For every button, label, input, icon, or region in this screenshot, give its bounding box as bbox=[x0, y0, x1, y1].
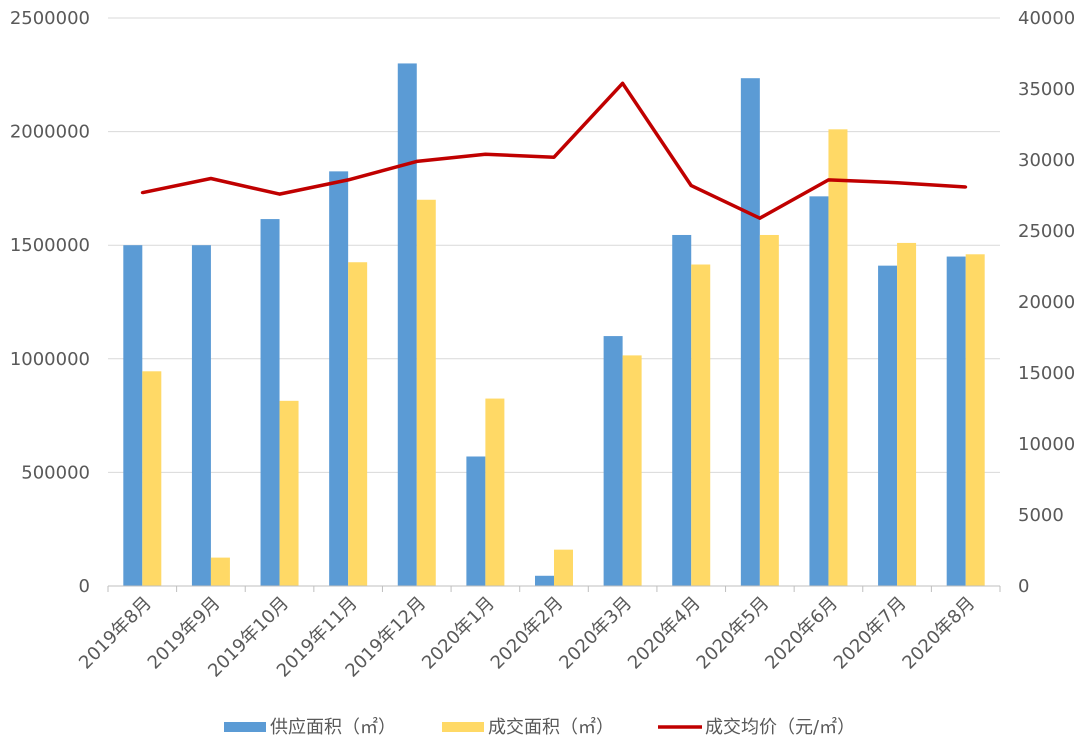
supply-area-bar bbox=[123, 245, 143, 586]
supply-area-bar bbox=[672, 234, 692, 586]
supply-area-bar bbox=[329, 171, 349, 587]
deal-area-bar bbox=[416, 199, 436, 586]
avg-price-point bbox=[621, 81, 625, 85]
deal-area-bar bbox=[965, 254, 985, 586]
avg-price-point bbox=[689, 184, 693, 188]
y-left-tick-labels: 0 500000 1000000 1500000 2000000 2500000 bbox=[10, 8, 90, 597]
deal-area-bar bbox=[622, 355, 642, 586]
supply-area-bar bbox=[809, 196, 829, 587]
supply-area-bar bbox=[535, 575, 554, 586]
legend-label-supply: 供应面积（㎡） bbox=[270, 716, 396, 738]
y-right-tick-label: 25000 bbox=[1018, 221, 1075, 242]
x-tick-label: 2020年3月 bbox=[555, 593, 636, 674]
y-right-tick-label: 30000 bbox=[1018, 150, 1075, 171]
y-right-tick-label: 20000 bbox=[1018, 292, 1075, 313]
avg-price-point bbox=[895, 181, 899, 185]
x-tick-labels: 2019年8月2019年9月2019年10月2019年11月2019年12月20… bbox=[75, 593, 979, 682]
y-right-tick-label: 15000 bbox=[1018, 363, 1075, 384]
avg-price-point bbox=[209, 176, 213, 180]
avg-price-point bbox=[346, 178, 350, 182]
supply-area-bar bbox=[878, 265, 898, 586]
x-tick-label: 2020年4月 bbox=[624, 593, 705, 674]
y-left-tick-label: 1000000 bbox=[10, 349, 90, 370]
deal-area-bar bbox=[897, 242, 917, 587]
x-tick-label: 2020年5月 bbox=[693, 593, 774, 674]
y-right-tick-label: 40000 bbox=[1018, 8, 1075, 29]
avg-price-point bbox=[415, 159, 419, 163]
deal-area-bar bbox=[279, 400, 299, 586]
supply-area-bar bbox=[397, 63, 417, 586]
y-left-tick-label: 2500000 bbox=[10, 8, 90, 29]
y-right-tick-label: 10000 bbox=[1018, 434, 1075, 455]
deal-area-bar bbox=[210, 557, 230, 586]
deal-area-bar bbox=[691, 264, 711, 586]
avg-price-point bbox=[552, 155, 556, 159]
supply-area-bar bbox=[191, 245, 211, 586]
y-right-tick-label: 5000 bbox=[1018, 505, 1064, 526]
deal-area-bar bbox=[485, 398, 505, 586]
deal-area-bar bbox=[142, 371, 162, 586]
gridlines bbox=[108, 17, 1000, 473]
avg-price-point bbox=[964, 185, 968, 189]
y-left-tick-label: 500000 bbox=[21, 462, 90, 483]
legend: 供应面积（㎡） 成交面积（㎡） 成交均价（元/㎡） bbox=[224, 716, 855, 738]
supply-area-bar bbox=[260, 219, 280, 586]
avg-price-point bbox=[483, 152, 487, 156]
avg-price-point bbox=[278, 192, 282, 196]
avg-price-point bbox=[758, 216, 762, 220]
deal-area-bar bbox=[759, 234, 779, 586]
legend-label-price: 成交均价（元/㎡） bbox=[705, 716, 855, 738]
supply-area-bar bbox=[740, 78, 760, 586]
x-tick-label: 2019年8月 bbox=[75, 593, 156, 674]
bars bbox=[123, 63, 985, 587]
legend-swatch-supply bbox=[224, 722, 266, 732]
deal-area-bar bbox=[554, 549, 573, 586]
x-tick-label: 2020年1月 bbox=[418, 593, 499, 674]
y-right-tick-labels: 0 5000 10000 15000 20000 25000 30000 35000 40000 bbox=[1018, 8, 1075, 597]
x-tick-label: 2020年2月 bbox=[487, 593, 568, 674]
supply-area-bar bbox=[466, 456, 486, 586]
avg-price-point bbox=[826, 178, 830, 182]
y-left-tick-label: 2000000 bbox=[10, 122, 90, 143]
y-left-tick-label: 1500000 bbox=[10, 235, 90, 256]
x-tick-label: 2020年7月 bbox=[830, 593, 911, 674]
y-right-tick-label: 35000 bbox=[1018, 79, 1075, 100]
avg-price-point bbox=[140, 191, 144, 195]
legend-swatch-deal bbox=[442, 722, 484, 732]
x-tick-label: 2020年8月 bbox=[898, 593, 979, 674]
supply-area-bar bbox=[603, 336, 623, 586]
deal-area-bar bbox=[348, 262, 368, 586]
supply-area-bar bbox=[946, 256, 966, 586]
axes bbox=[107, 585, 1001, 592]
deal-area-bar bbox=[828, 129, 848, 586]
x-tick-label: 2020年6月 bbox=[761, 593, 842, 674]
y-right-tick-label: 0 bbox=[1018, 576, 1029, 597]
legend-label-deal: 成交面积（㎡） bbox=[488, 716, 614, 738]
y-left-tick-label: 0 bbox=[79, 576, 90, 597]
price-line bbox=[140, 81, 968, 220]
